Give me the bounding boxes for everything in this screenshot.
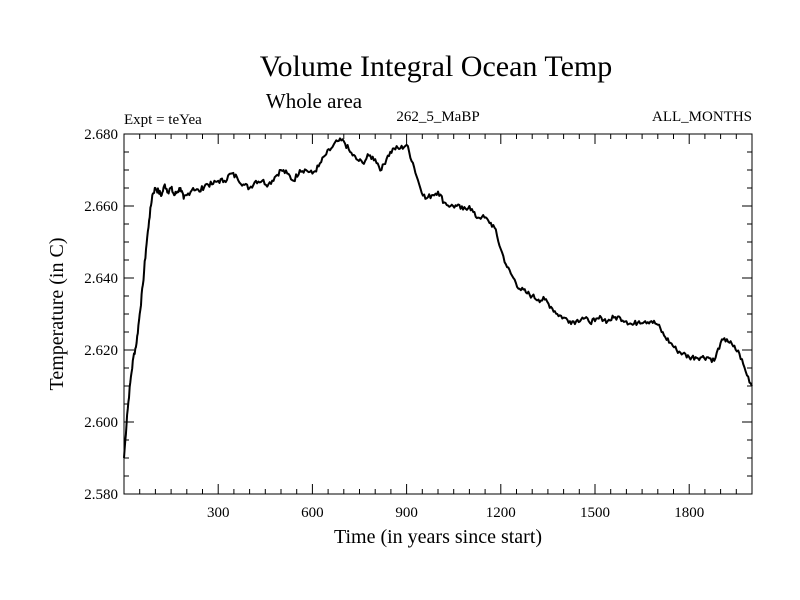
series-line xyxy=(123,137,753,459)
y-tick-label: 2.660 xyxy=(84,199,118,215)
x-tick-label: 900 xyxy=(395,505,418,521)
x-axis-tick-labels: 300 600 900 1200 1500 1800 xyxy=(207,505,704,521)
x-tick-label: 600 xyxy=(301,505,324,521)
chart-title: Volume Integral Ocean Temp xyxy=(260,50,613,83)
plot-frame xyxy=(123,133,753,495)
y-axis-label: Temperature (in C) xyxy=(46,238,68,391)
axis-ticks xyxy=(124,133,752,495)
period-label: 262_5_MaBP xyxy=(396,109,479,125)
experiment-label: Expt = teYea xyxy=(124,112,202,128)
x-tick-label: 1500 xyxy=(580,505,610,521)
x-axis-label: Time (in years since start) xyxy=(334,526,542,548)
chart-subtitle: Whole area xyxy=(266,89,363,113)
months-label: ALL_MONTHS xyxy=(652,109,752,125)
x-tick-label: 1200 xyxy=(486,505,516,521)
y-tick-label: 2.680 xyxy=(84,127,118,143)
x-tick-label: 300 xyxy=(207,505,230,521)
y-tick-label: 2.580 xyxy=(84,487,118,503)
y-axis-tick-labels: 2.580 2.600 2.620 2.640 2.660 2.680 xyxy=(84,127,118,503)
y-tick-label: 2.640 xyxy=(84,271,118,287)
x-tick-label: 1800 xyxy=(674,505,704,521)
y-tick-label: 2.620 xyxy=(84,343,118,359)
y-tick-label: 2.600 xyxy=(84,415,118,431)
